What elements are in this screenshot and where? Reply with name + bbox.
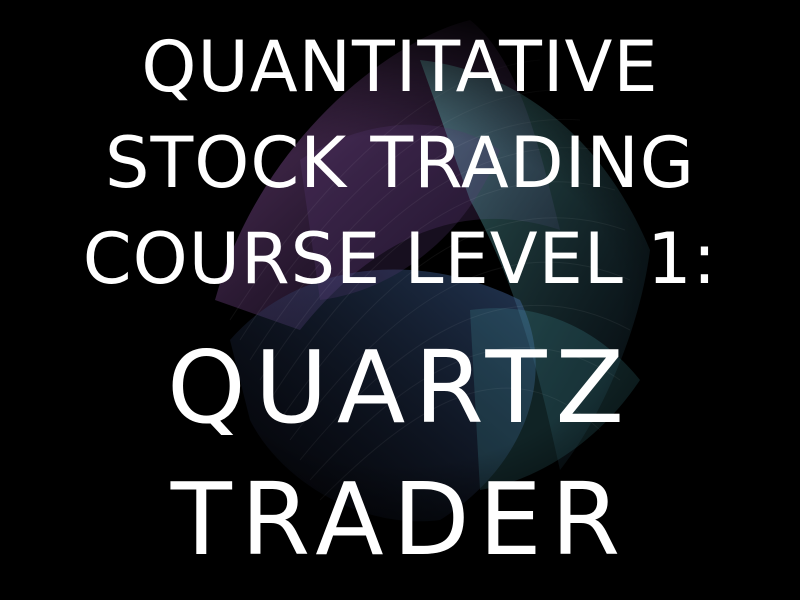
title-line-3: COURSE LEVEL 1: bbox=[82, 218, 718, 300]
title-line-1: QUANTITATIVE bbox=[141, 26, 659, 108]
product-name-line-1: QUARTZ bbox=[166, 329, 634, 446]
title-line-2: STOCK TRADING bbox=[105, 122, 695, 204]
product-name-line-2: TRADER bbox=[170, 461, 630, 578]
